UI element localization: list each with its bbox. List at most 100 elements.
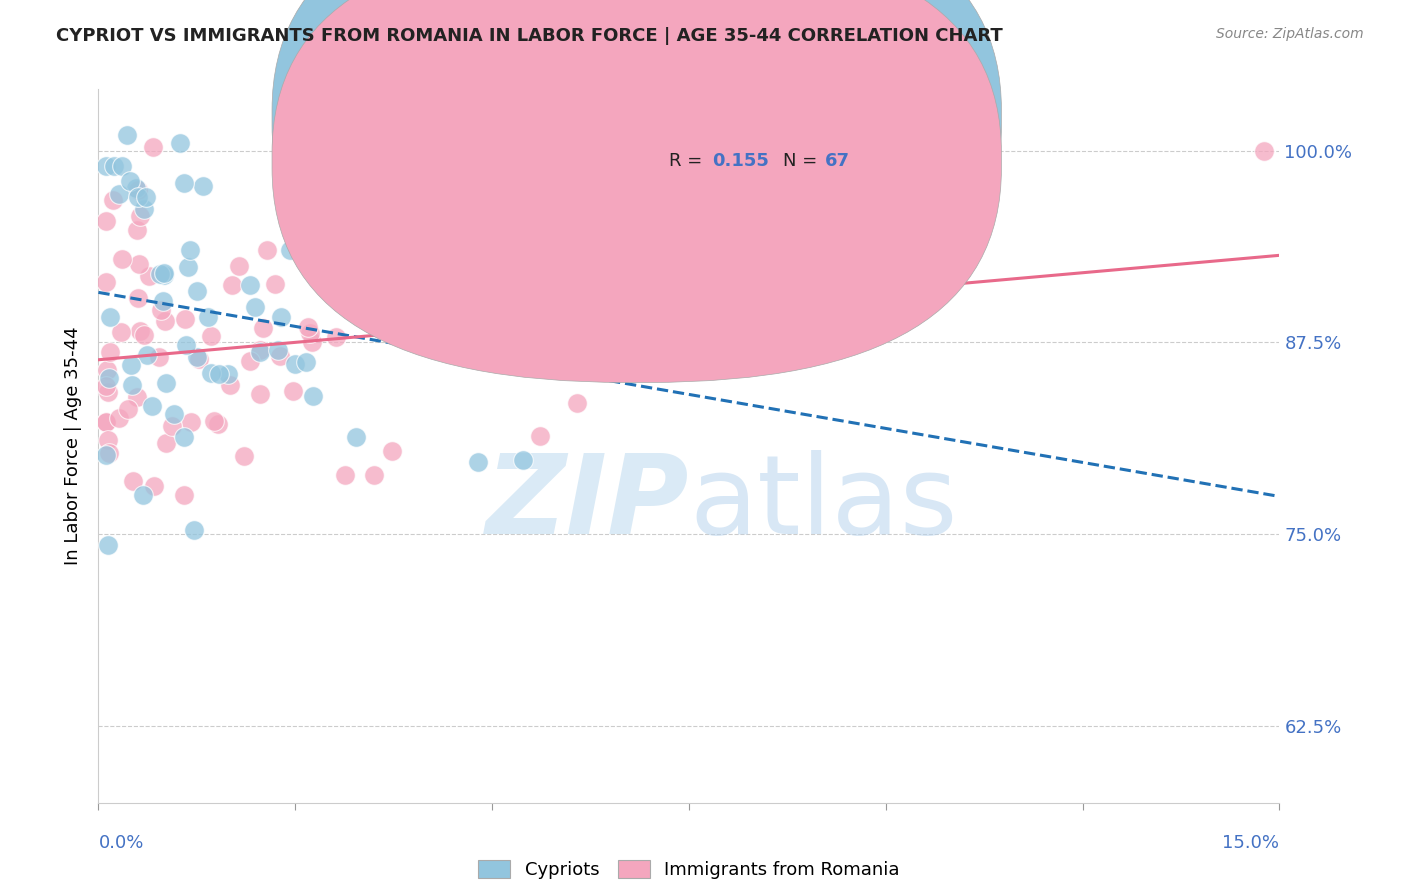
- Point: [381, 444, 404, 458]
- Point: [98, 344, 121, 359]
- FancyBboxPatch shape: [271, 0, 1001, 340]
- Point: [221, 277, 243, 292]
- Point: [456, 343, 478, 358]
- Point: [110, 326, 132, 340]
- Point: [200, 329, 222, 343]
- Point: [127, 189, 149, 203]
- Point: [98, 310, 121, 324]
- Point: [97, 434, 120, 448]
- Point: [98, 446, 121, 460]
- Point: [129, 324, 152, 338]
- Point: [441, 285, 464, 300]
- Point: [155, 376, 177, 390]
- Point: [179, 243, 201, 257]
- Point: [97, 538, 120, 552]
- Point: [264, 277, 287, 291]
- Point: [117, 401, 139, 416]
- Point: [108, 411, 131, 425]
- Point: [269, 349, 291, 363]
- Point: [333, 467, 356, 482]
- Point: [186, 284, 208, 298]
- Point: [174, 312, 197, 326]
- Point: [103, 159, 125, 173]
- Point: [142, 140, 165, 154]
- Point: [128, 257, 150, 271]
- Point: [120, 358, 142, 372]
- Point: [180, 415, 202, 429]
- Y-axis label: In Labor Force | Age 35-44: In Labor Force | Age 35-44: [65, 326, 83, 566]
- FancyBboxPatch shape: [271, 0, 1001, 383]
- Point: [598, 275, 620, 289]
- Point: [173, 177, 195, 191]
- Point: [98, 370, 121, 384]
- Point: [202, 413, 225, 427]
- Point: [218, 367, 240, 381]
- Text: 0.220: 0.220: [713, 109, 769, 127]
- Point: [96, 415, 118, 429]
- Point: [149, 267, 172, 281]
- Legend: Cypriots, Immigrants from Romania: Cypriots, Immigrants from Romania: [471, 853, 907, 887]
- Point: [219, 377, 242, 392]
- Text: N =: N =: [783, 152, 824, 169]
- Point: [1253, 144, 1275, 158]
- Point: [97, 385, 120, 400]
- Point: [239, 277, 262, 292]
- Point: [249, 386, 271, 401]
- Point: [565, 396, 588, 410]
- Point: [101, 193, 124, 207]
- Point: [150, 302, 173, 317]
- Point: [297, 320, 319, 334]
- Point: [183, 523, 205, 537]
- Point: [153, 314, 176, 328]
- Point: [512, 453, 534, 467]
- Text: 15.0%: 15.0%: [1222, 834, 1279, 852]
- FancyBboxPatch shape: [612, 93, 896, 211]
- Point: [281, 384, 304, 398]
- Point: [111, 159, 134, 173]
- Text: CYPRIOT VS IMMIGRANTS FROM ROMANIA IN LABOR FORCE | AGE 35-44 CORRELATION CHART: CYPRIOT VS IMMIGRANTS FROM ROMANIA IN LA…: [56, 27, 1002, 45]
- Point: [325, 330, 347, 344]
- Point: [96, 214, 118, 228]
- Point: [96, 276, 118, 290]
- Point: [127, 291, 149, 305]
- Point: [267, 343, 290, 357]
- Point: [197, 310, 219, 324]
- Point: [249, 343, 271, 357]
- Point: [628, 316, 651, 330]
- Text: N =: N =: [783, 109, 824, 127]
- Text: Source: ZipAtlas.com: Source: ZipAtlas.com: [1216, 27, 1364, 41]
- Point: [467, 455, 489, 469]
- Point: [134, 327, 156, 342]
- Point: [200, 366, 222, 380]
- Point: [96, 416, 118, 430]
- Point: [427, 319, 450, 334]
- Point: [135, 348, 157, 362]
- Text: R =: R =: [669, 109, 707, 127]
- Point: [188, 351, 211, 366]
- Point: [529, 429, 551, 443]
- Point: [128, 210, 150, 224]
- Point: [318, 209, 340, 223]
- Point: [284, 357, 307, 371]
- Point: [443, 288, 465, 302]
- Point: [169, 136, 191, 151]
- Text: 56: 56: [825, 109, 849, 127]
- Point: [344, 430, 367, 444]
- Text: R =: R =: [669, 152, 707, 169]
- Point: [174, 338, 197, 352]
- Point: [132, 488, 155, 502]
- Point: [299, 326, 322, 341]
- Point: [155, 436, 177, 450]
- Point: [121, 378, 143, 392]
- Point: [423, 337, 446, 351]
- Point: [122, 475, 145, 489]
- Point: [96, 379, 118, 393]
- Point: [207, 417, 229, 431]
- Point: [239, 353, 262, 368]
- Point: [363, 467, 385, 482]
- Point: [301, 334, 323, 349]
- Point: [153, 268, 176, 283]
- Point: [249, 345, 271, 359]
- Point: [270, 310, 292, 324]
- Point: [228, 260, 250, 274]
